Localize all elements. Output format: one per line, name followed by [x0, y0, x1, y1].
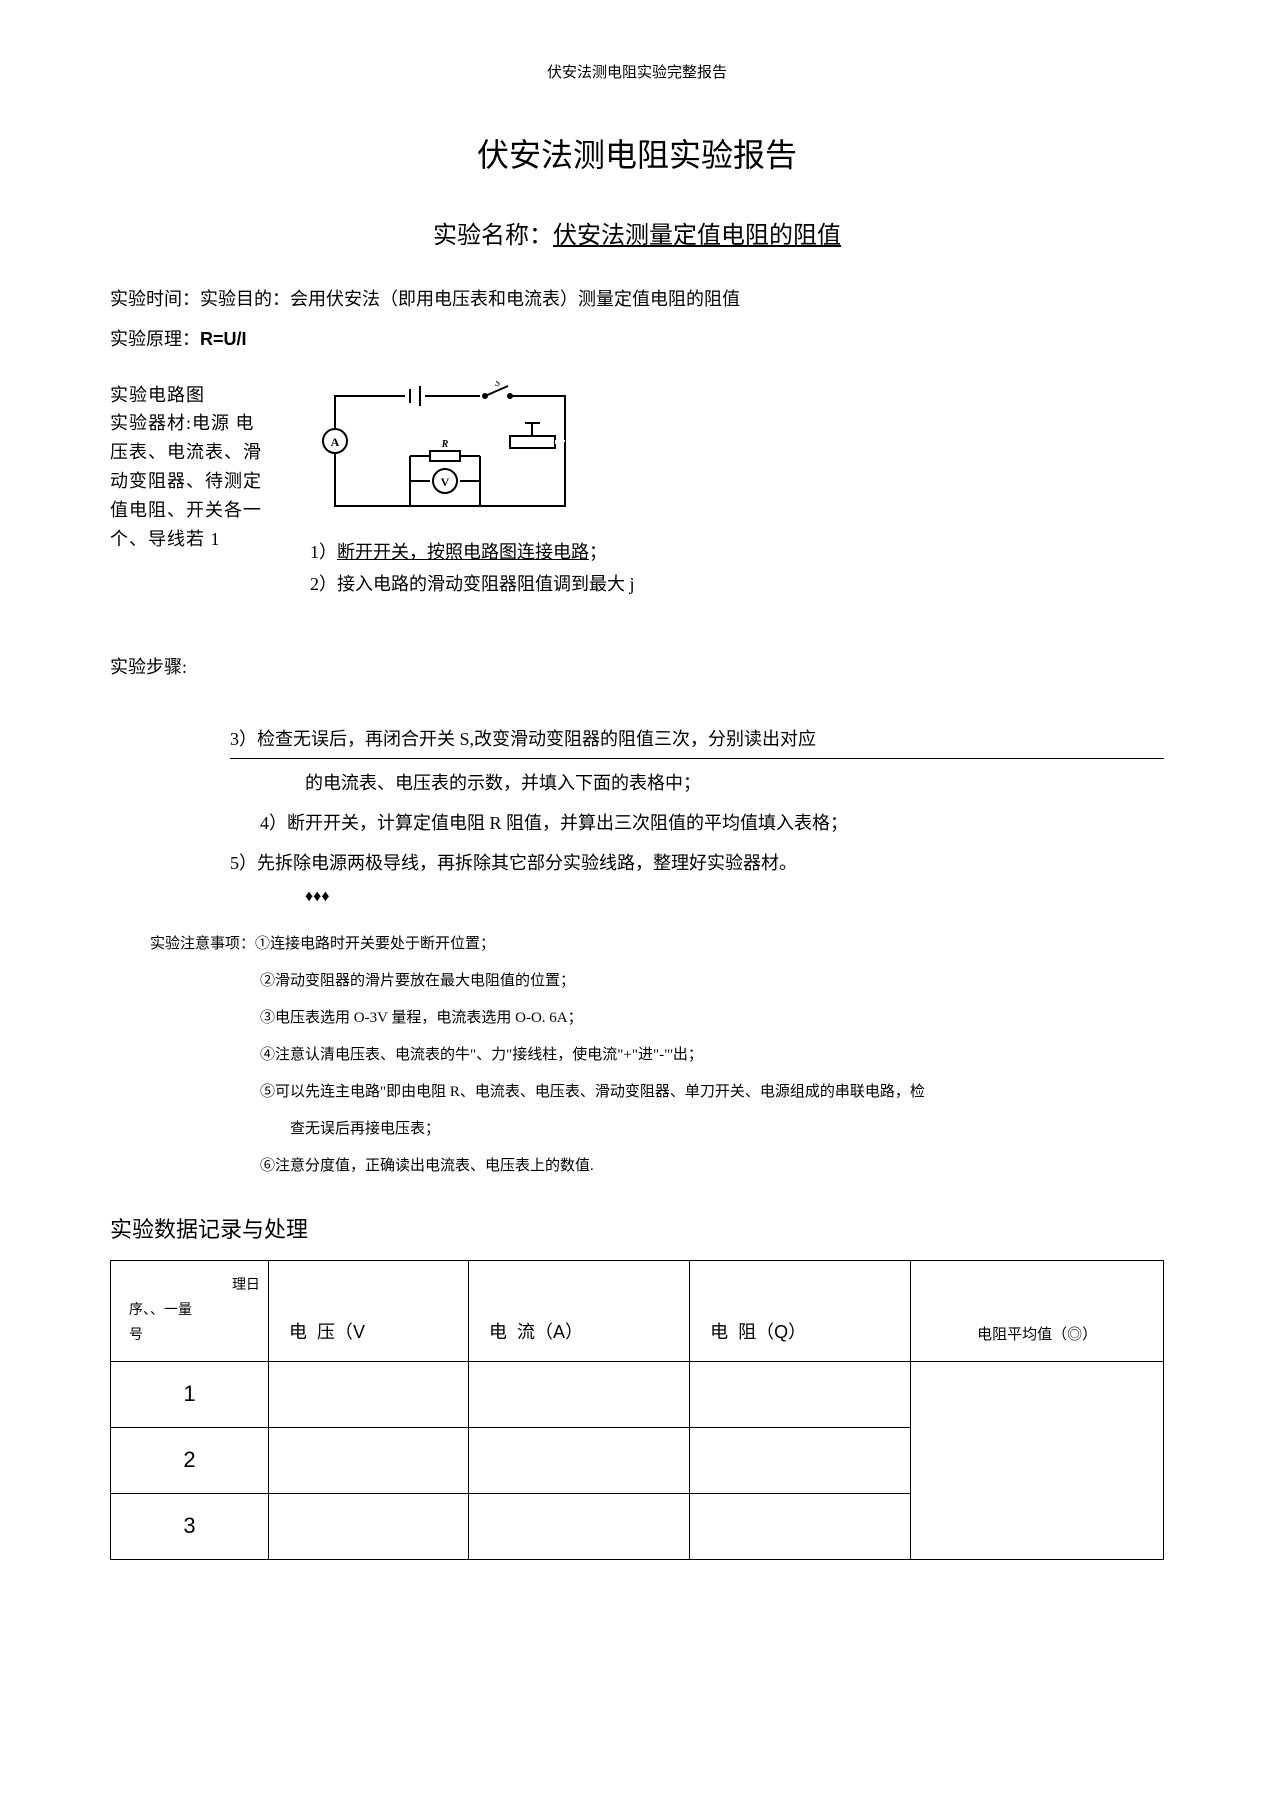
cell-a-2: [469, 1427, 690, 1493]
note-4: ④注意认清电压表、电流表的牛"、力"接线柱，使电流"+"进"-"'出；: [260, 1042, 1164, 1069]
step-5: 5）先拆除电源两极导线，再拆除其它部分实验线路，整理好实验器材。: [230, 847, 1164, 879]
note-3: ③电压表选用 O-3V 量程，电流表选用 O-O. 6A；: [260, 1005, 1164, 1032]
principle-line: 实验原理：R=U/I: [110, 323, 1164, 355]
cell-avg: [911, 1361, 1164, 1559]
row-num-1: 1: [111, 1361, 269, 1427]
header-seq: 理日 序、、一量 号: [111, 1261, 269, 1362]
circuit-section: 实验电路图 实验器材:电源 电压表、电流表、滑动变阻器、待测定值电阻、开关各一个…: [110, 381, 1164, 601]
cell-r-3: [690, 1493, 911, 1559]
cell-a-3: [469, 1493, 690, 1559]
cell-v-3: [268, 1493, 468, 1559]
circuit-label: 实验电路图: [110, 381, 270, 410]
svg-text:S: S: [495, 381, 500, 389]
step-4: 4）断开开关，计算定值电阻 R 阻值，并算出三次阻值的平均值填入表格；: [260, 807, 1164, 839]
header-small-2: 序、、一量: [119, 1298, 260, 1323]
cell-a-1: [469, 1361, 690, 1427]
note-6: ⑥注意分度值，正确读出电流表、电压表上的数值.: [260, 1153, 1164, 1180]
circuit-right: S A R V 1）断开开关，按照电路图连接电路； 2）接入电路的滑动变阻器: [270, 381, 1164, 601]
cell-r-2: [690, 1427, 911, 1493]
header-current: 电流（A）: [469, 1261, 690, 1362]
step-2: 2）接入电路的滑动变阻器阻值调到最大 j: [310, 568, 1164, 600]
note-5: ⑤可以先连主电路"即由电阻 R、电流表、电压表、滑动变阻器、单刀开关、电源组成的…: [260, 1079, 1164, 1106]
cell-r-1: [690, 1361, 911, 1427]
cell-v-1: [268, 1361, 468, 1427]
materials-text: 实验电路图 实验器材:电源 电压表、电流表、滑动变阻器、待测定值电阻、开关各一个…: [110, 381, 270, 601]
time-purpose: 实验时间：实验目的：会用伏安法（即用电压表和电流表）测量定值电阻的阻值: [110, 283, 1164, 315]
sub-title: 实验名称：伏安法测量定值电阻的阻值: [110, 215, 1164, 258]
svg-text:R: R: [441, 439, 449, 450]
svg-text:A: A: [331, 435, 340, 449]
step-1: 1）断开开关，按照电路图连接电路；: [310, 536, 1164, 568]
notes-section: 实验注意事项：①连接电路时开关要处于断开位置； ②滑动变阻器的滑片要放在最大电阻…: [150, 931, 1164, 1180]
materials: 实验器材:电源 电压表、电流表、滑动变阻器、待测定值电阻、开关各一个、导线若 1: [110, 409, 270, 553]
main-title: 伏安法测电阻实验报告: [110, 127, 1164, 185]
step-3-cont: 的电流表、电压表的示数，并填入下面的表格中；: [305, 767, 1164, 799]
header-avg: 电阻平均值（◎）: [911, 1261, 1164, 1362]
table-header-row: 理日 序、、一量 号 电压（V 电流（A） 电阻（Q） 电阻平均值（◎）: [111, 1261, 1164, 1362]
sub-title-underlined: 伏安法测量定值电阻的阻值: [553, 223, 841, 249]
header-resistance: 电阻（Q）: [690, 1261, 911, 1362]
notes-header: 实验注意事项：①连接电路时开关要处于断开位置；: [150, 931, 1164, 958]
principle-label: 实验原理：: [110, 329, 200, 349]
step-3: 3）检查无误后，再闭合开关 S,改变滑动变阻器的阻值三次，分别读出对应: [230, 723, 1164, 758]
circuit-diagram: S A R V: [310, 381, 590, 521]
sub-title-prefix: 实验名称：: [433, 223, 553, 249]
row-num-3: 3: [111, 1493, 269, 1559]
table-row: 1: [111, 1361, 1164, 1427]
principle-formula: R=U/I: [200, 329, 247, 349]
page-header: 伏安法测电阻实验完整报告: [110, 60, 1164, 87]
diamonds-icon: ♦♦♦: [305, 883, 1164, 912]
steps-label: 实验步骤:: [110, 651, 1164, 683]
svg-text:V: V: [441, 475, 450, 489]
header-voltage: 电压（V: [268, 1261, 468, 1362]
note-5-cont: 查无误后再接电压表；: [290, 1116, 1164, 1143]
cell-v-2: [268, 1427, 468, 1493]
header-small-3: 号: [119, 1323, 260, 1348]
data-section-title: 实验数据记录与处理: [110, 1210, 1164, 1250]
row-num-2: 2: [111, 1427, 269, 1493]
data-table: 理日 序、、一量 号 电压（V 电流（A） 电阻（Q） 电阻平均值（◎） 1: [110, 1260, 1164, 1560]
note-2: ②滑动变阻器的滑片要放在最大电阻值的位置；: [260, 968, 1164, 995]
header-small-1: 理日: [119, 1273, 260, 1298]
